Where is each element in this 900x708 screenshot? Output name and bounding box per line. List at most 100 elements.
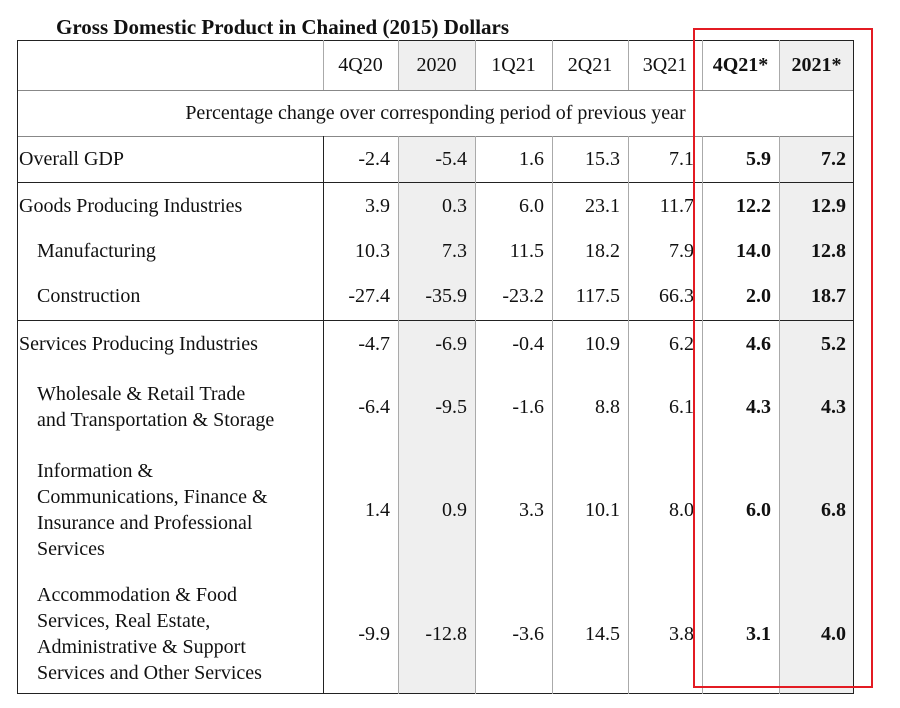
row-label-line: Services, Real Estate,: [37, 609, 211, 632]
table-cell: 7.2: [821, 148, 846, 170]
table-cell: 3.9: [365, 194, 390, 217]
table-cell: 4.3: [821, 396, 846, 418]
row-label: Services Producing Industries: [17, 320, 323, 367]
column-rule: [323, 40, 324, 90]
table-cell: 6.0: [746, 499, 771, 521]
table-rule: [17, 320, 854, 321]
table-cell: 15.3: [585, 148, 620, 170]
table-cell: 8.0: [669, 499, 694, 521]
row-label-line: Insurance and Professional: [37, 512, 253, 534]
column-rule: [323, 136, 324, 694]
table-cell: 18.7: [811, 285, 846, 307]
table-cell: 4.0: [821, 622, 846, 645]
column-rule: [398, 40, 399, 90]
row-label-line: Wholesale & Retail Trade: [37, 383, 246, 405]
table-cell: 10.1: [585, 499, 620, 521]
column-rule: [552, 136, 553, 694]
table-note: Percentage change over corresponding per…: [185, 101, 686, 124]
column-header: 2Q21: [567, 54, 613, 76]
column-header: 2021*: [791, 54, 842, 76]
table-cell: 2.0: [746, 285, 771, 307]
row-label: Goods Producing Industries: [17, 182, 323, 229]
shaded-column: [398, 136, 475, 694]
table-cell: 6.8: [821, 499, 846, 521]
table-cell: -4.7: [358, 332, 390, 355]
table-cell: -6.4: [358, 396, 390, 418]
table-cell: -2.4: [358, 148, 390, 170]
row-label-line: Goods Producing Industries: [19, 194, 243, 217]
table-cell: 14.5: [585, 622, 620, 645]
row-label: Manufacturing: [17, 229, 323, 272]
row-label-line: Services and Other Services: [37, 661, 262, 684]
table-cell: -5.4: [435, 148, 467, 170]
shaded-column: [779, 40, 854, 90]
table-title: Gross Domestic Product in Chained (2015)…: [56, 15, 510, 39]
table-cell: 117.5: [575, 285, 620, 307]
table-cell: 5.9: [746, 148, 771, 170]
row-label-line: and Transportation & Storage: [37, 409, 275, 431]
row-label: Construction: [17, 272, 323, 320]
row-label-line: Manufacturing: [37, 239, 156, 262]
row-label-line: Services: [37, 538, 105, 560]
table-cell: 6.2: [669, 332, 694, 355]
table-cell: 4.3: [746, 396, 771, 418]
table-cell: -0.4: [512, 332, 544, 355]
column-rule: [702, 136, 703, 694]
table-cell: 18.2: [585, 239, 620, 262]
table-cell: 14.0: [736, 239, 771, 262]
row-label-line: Information &: [37, 460, 154, 482]
table-cell: 12.2: [736, 194, 771, 217]
table-cell: -1.6: [512, 396, 544, 418]
table-cell: 3.3: [519, 499, 544, 521]
row-label: Information & Communications, Finance & In…: [17, 447, 323, 573]
gdp-table: Percentage change over corresponding per…: [17, 40, 854, 694]
table-cell: -27.4: [348, 285, 390, 307]
row-label: Accommodation & Food Services, Real Estat…: [17, 573, 323, 694]
table-cell: 23.1: [585, 194, 620, 217]
row-label-line: Overall GDP: [19, 148, 124, 170]
table-cell: 11.5: [509, 239, 544, 262]
table-cell: -12.8: [425, 622, 467, 645]
row-label-line: Administrative & Support: [37, 635, 246, 658]
table-cell: 1.4: [365, 499, 390, 521]
column-rule: [398, 136, 399, 694]
column-rule: [17, 40, 18, 694]
table-cell: 7.9: [669, 239, 694, 262]
column-rule: [779, 136, 780, 694]
row-label-line: Communications, Finance &: [37, 486, 268, 508]
table-cell: 12.8: [811, 239, 846, 262]
row-label-line: Accommodation & Food: [37, 583, 237, 606]
table-cell: 8.8: [595, 396, 620, 418]
table-cell: 0.3: [442, 194, 467, 217]
column-rule: [475, 136, 476, 694]
column-rule: [552, 40, 553, 90]
table-cell: 12.9: [811, 194, 846, 217]
table-cell: -23.2: [502, 285, 544, 307]
column-header: 1Q21: [491, 54, 536, 76]
table-cell: 6.1: [669, 396, 694, 418]
table-rule: [17, 693, 854, 694]
column-header: 3Q21: [642, 54, 688, 76]
table-cell: -9.9: [358, 622, 390, 645]
table-cell: 6.0: [519, 194, 544, 217]
row-label-line: Services Producing Industries: [19, 332, 258, 355]
table-cell: 5.2: [821, 332, 846, 355]
table-rule: [17, 136, 854, 137]
table-cell: 1.6: [519, 148, 544, 170]
table-cell: 3.1: [746, 622, 771, 645]
table-rule: [17, 182, 854, 183]
table-cell: 4.6: [746, 332, 771, 355]
table-cell: 11.7: [659, 194, 694, 217]
shaded-column: [398, 40, 475, 90]
table-rule: [17, 90, 854, 91]
column-header: 4Q20: [338, 54, 383, 76]
table-cell: 3.8: [669, 622, 694, 645]
table-cell: -3.6: [512, 622, 544, 645]
table-cell: 10.9: [585, 332, 620, 355]
table-rule: [17, 40, 854, 41]
column-header: 2020: [416, 54, 457, 76]
row-label: Overall GDP: [17, 136, 323, 182]
column-rule: [475, 40, 476, 90]
table-cell: -35.9: [425, 285, 467, 307]
column-rule: [853, 40, 854, 694]
